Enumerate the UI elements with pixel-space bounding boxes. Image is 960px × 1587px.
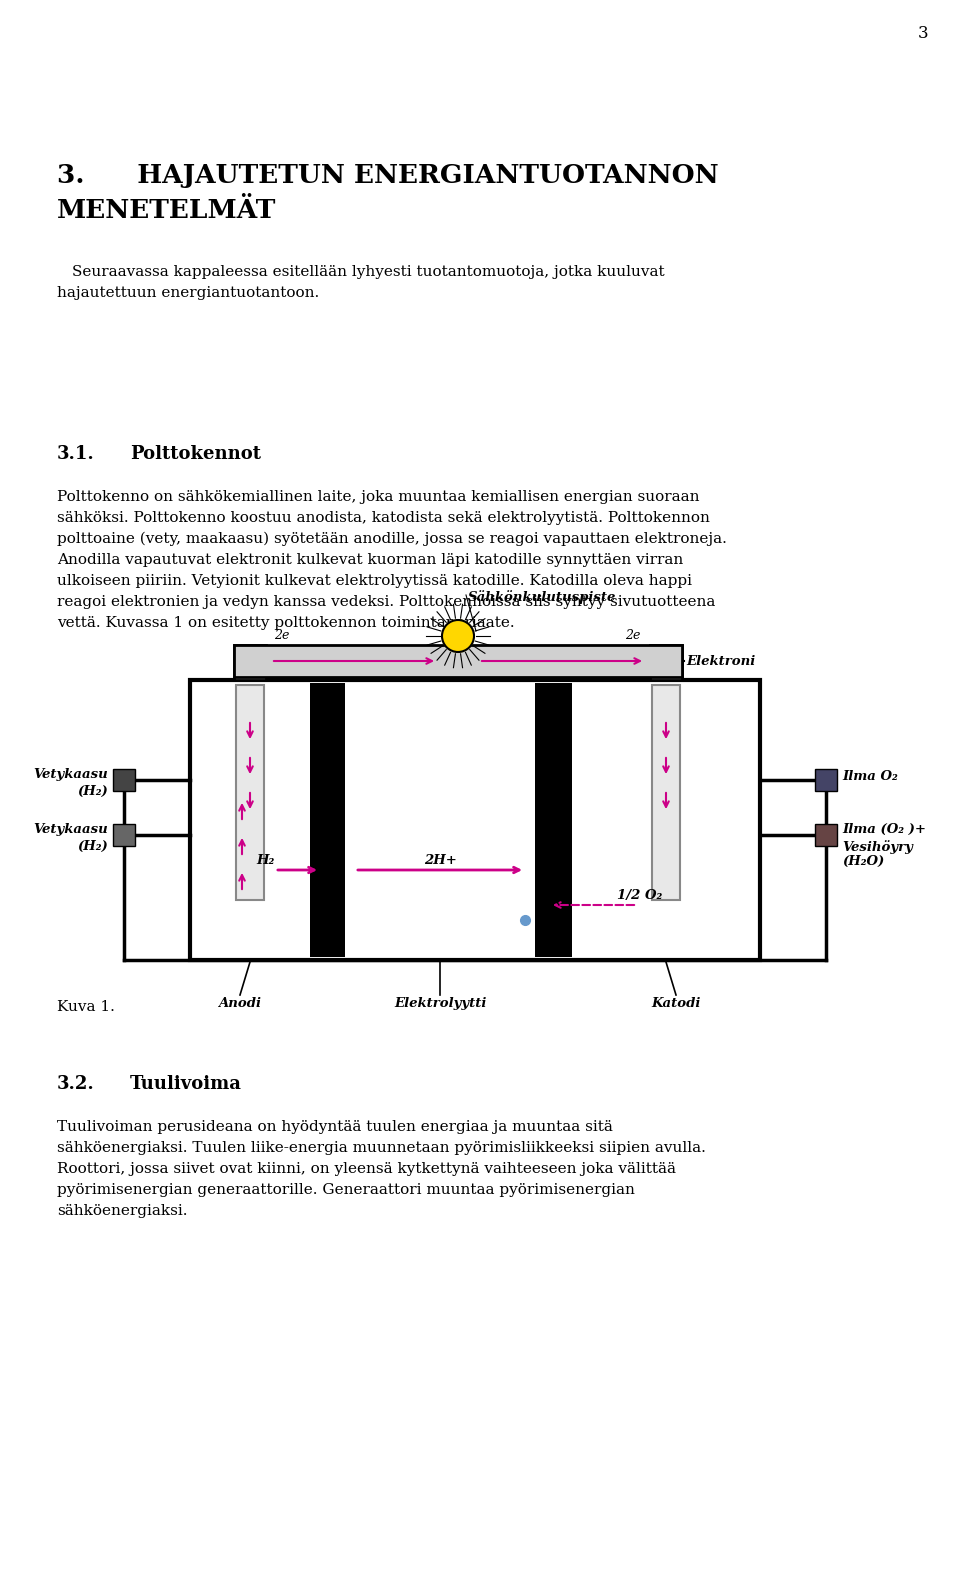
Text: Seuraavassa kappaleessa esitellään lyhyesti tuotantomuotoja, jotka kuuluvat: Seuraavassa kappaleessa esitellään lyhye… xyxy=(72,265,664,279)
Text: 3.  HAJAUTETUN ENERGIANTUOTANNON: 3. HAJAUTETUN ENERGIANTUOTANNON xyxy=(57,163,719,187)
Text: Anodi: Anodi xyxy=(219,997,261,1009)
Text: vettä. Kuvassa 1 on esitetty polttokennon toimintaperiaate.: vettä. Kuvassa 1 on esitetty polttokenno… xyxy=(57,616,515,630)
Bar xyxy=(535,682,572,957)
Text: polttoaine (vety, maakaasu) syötetään anodille, jossa se reagoi vapauttaen elekt: polttoaine (vety, maakaasu) syötetään an… xyxy=(57,532,727,546)
Bar xyxy=(815,824,837,846)
Text: H₂: H₂ xyxy=(256,854,275,867)
Text: Katodi: Katodi xyxy=(651,997,701,1009)
Text: Vetykaasu: Vetykaasu xyxy=(34,768,108,781)
Text: 2H+: 2H+ xyxy=(423,854,456,867)
Circle shape xyxy=(442,621,474,652)
Text: 2e: 2e xyxy=(625,628,640,643)
Bar xyxy=(190,679,760,960)
Text: (H₂): (H₂) xyxy=(77,786,108,798)
Text: sähköenergiaksi.: sähköenergiaksi. xyxy=(57,1205,187,1217)
Bar xyxy=(113,824,135,846)
Text: sähköksi. Polttokenno koostuu anodista, katodista sekä elektrolyytistä. Polttoke: sähköksi. Polttokenno koostuu anodista, … xyxy=(57,511,709,525)
Text: (H₂O): (H₂O) xyxy=(842,855,884,868)
Text: pyörimisenergian generaattorille. Generaattori muuntaa pyörimisenergian: pyörimisenergian generaattorille. Genera… xyxy=(57,1182,635,1197)
Bar xyxy=(234,644,682,678)
Text: Elektroni: Elektroni xyxy=(686,655,756,668)
Text: Ilma (O₂ )+: Ilma (O₂ )+ xyxy=(842,824,926,836)
Bar xyxy=(652,686,680,900)
Bar xyxy=(650,644,682,679)
Bar xyxy=(815,770,837,790)
Text: Ilma O₂: Ilma O₂ xyxy=(842,770,898,782)
Text: Elektrolyytti: Elektrolyytti xyxy=(394,997,486,1009)
Text: Kuva 1.: Kuva 1. xyxy=(57,1000,115,1014)
Bar xyxy=(310,682,345,957)
Text: 2e: 2e xyxy=(274,628,289,643)
Bar xyxy=(234,644,266,679)
Text: Vetykaasu: Vetykaasu xyxy=(34,824,108,836)
Bar xyxy=(236,686,264,900)
Text: MENETELMÄT: MENETELMÄT xyxy=(57,198,276,224)
Text: 3.1.: 3.1. xyxy=(57,444,95,463)
Text: Anodilla vapautuvat elektronit kulkevat kuorman läpi katodille synnyttäen virran: Anodilla vapautuvat elektronit kulkevat … xyxy=(57,552,684,567)
Text: 3: 3 xyxy=(918,25,928,41)
Text: Sähkönkulutuspiste: Sähkönkulutuspiste xyxy=(468,590,616,605)
Text: (H₂): (H₂) xyxy=(77,840,108,852)
Text: Polttokennot: Polttokennot xyxy=(130,444,261,463)
Text: Tuulivoima: Tuulivoima xyxy=(130,1074,242,1093)
Text: reagoi elektronien ja vedyn kanssa vedeksi. Polttokennoissa siis syntyy sivutuot: reagoi elektronien ja vedyn kanssa vedek… xyxy=(57,595,715,609)
Text: Roottori, jossa siivet ovat kiinni, on yleensä kytkettynä vaihteeseen joka välit: Roottori, jossa siivet ovat kiinni, on y… xyxy=(57,1162,676,1176)
Text: Tuulivoiman perusideana on hyödyntää tuulen energiaa ja muuntaa sitä: Tuulivoiman perusideana on hyödyntää tuu… xyxy=(57,1120,612,1135)
Bar xyxy=(113,770,135,790)
Text: sähköenergiaksi. Tuulen liike-energia muunnetaan pyörimisliikkeeksi siipien avul: sähköenergiaksi. Tuulen liike-energia mu… xyxy=(57,1141,706,1155)
Text: 1/2 O₂: 1/2 O₂ xyxy=(617,889,662,901)
Text: hajautettuun energiantuotantoon.: hajautettuun energiantuotantoon. xyxy=(57,286,320,300)
Text: ulkoiseen piiriin. Vetyionit kulkevat elektrolyytissä katodille. Katodilla oleva: ulkoiseen piiriin. Vetyionit kulkevat el… xyxy=(57,574,692,589)
Text: 3.2.: 3.2. xyxy=(57,1074,95,1093)
Text: Vesihöyry: Vesihöyry xyxy=(842,840,913,854)
Text: Polttokenno on sähkökemiallinen laite, joka muuntaa kemiallisen energian suoraan: Polttokenno on sähkökemiallinen laite, j… xyxy=(57,490,700,505)
